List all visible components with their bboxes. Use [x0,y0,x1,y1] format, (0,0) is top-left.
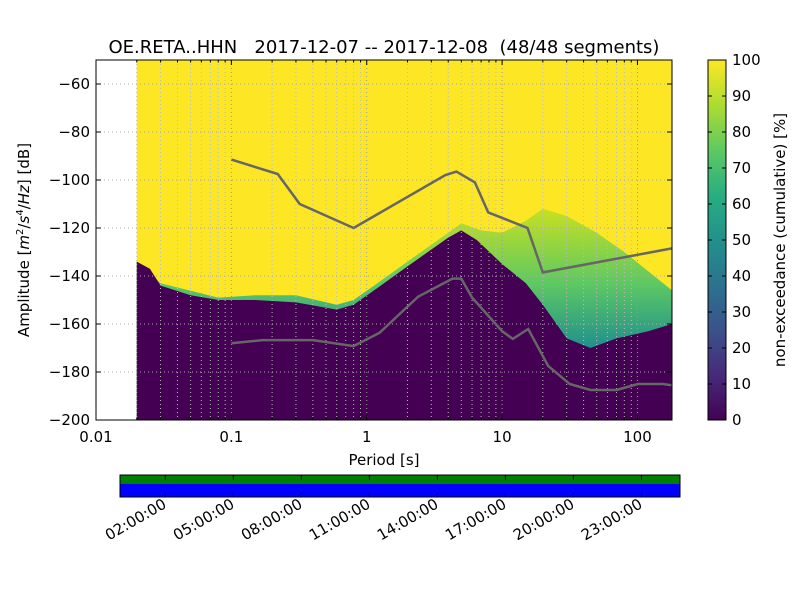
colorbar-tick-label: 0 [732,411,742,429]
colorbar-tick-label: 80 [732,123,751,141]
time-tick-label: 08:00:00 [238,495,305,544]
time-tick-label: 02:00:00 [102,495,169,544]
x-tick-label: 0.1 [219,428,243,446]
coverage-bar-frame [119,474,681,498]
colorbar-tick-label: 50 [732,231,751,249]
nlnm-noise-model-line [231,277,672,392]
x-tick-label: 10 [493,428,512,446]
colorbar-tick-label: 20 [732,339,751,357]
psd-heatmap [96,60,672,420]
nhnm-noise-model-line [231,158,672,274]
x-tick-label: 100 [623,428,652,446]
y-tick-label: −120 [49,219,90,237]
y-axis-ticks: −60 −80 −100 −120 −140 −160 −180 −200 [49,75,672,429]
x-tick-label: 1 [362,428,372,446]
x-tick-label: 0.01 [79,428,112,446]
x-axis-ticks: 0.01 0.1 1 10 100 [79,60,652,446]
chart-title: OE.RETA..HHN 2017-12-07 -- 2017-12-08 (4… [109,37,660,58]
colorbar-tick-label: 10 [732,375,751,393]
y-tick-label: −200 [49,411,90,429]
y-axis-label: Amplitude [m2/s4/Hz] [dB] [15,143,33,337]
time-tick-label: 20:00:00 [510,495,577,544]
colorbar-tick-label: 90 [732,87,751,105]
coverage-bar [119,474,681,498]
time-tick-label: 14:00:00 [374,495,441,544]
grid-lines [96,60,672,420]
colorbar-ticks: 0 10 20 30 40 50 60 70 80 90 100 [708,51,761,429]
colorbar-tick-label: 30 [732,303,751,321]
heatmap-low-percentile-region [136,230,672,420]
y-tick-label: −160 [49,315,90,333]
y-tick-label: −80 [58,123,90,141]
colorbar-tick-label: 100 [732,51,761,69]
colorbar-tick-label: 60 [732,195,751,213]
time-tick-label: 05:00:00 [170,495,237,544]
x-axis-label: Period [s] [348,451,419,469]
time-tick-label: 11:00:00 [306,495,373,544]
colorbar-tick-label: 40 [732,267,751,285]
y-tick-label: −180 [49,363,90,381]
coverage-bar-available [120,484,680,497]
y-tick-label: −60 [58,75,90,93]
y-tick-label: −140 [49,267,90,285]
time-tick-label: 23:00:00 [578,495,645,544]
colorbar-tick-label: 70 [732,159,751,177]
plot-frame [95,59,673,421]
coverage-bar-processed [120,475,680,484]
time-tick-label: 17:00:00 [442,495,509,544]
y-tick-label: −100 [49,171,90,189]
colorbar-label: non-exceedance (cumulative) [%] [771,113,789,367]
